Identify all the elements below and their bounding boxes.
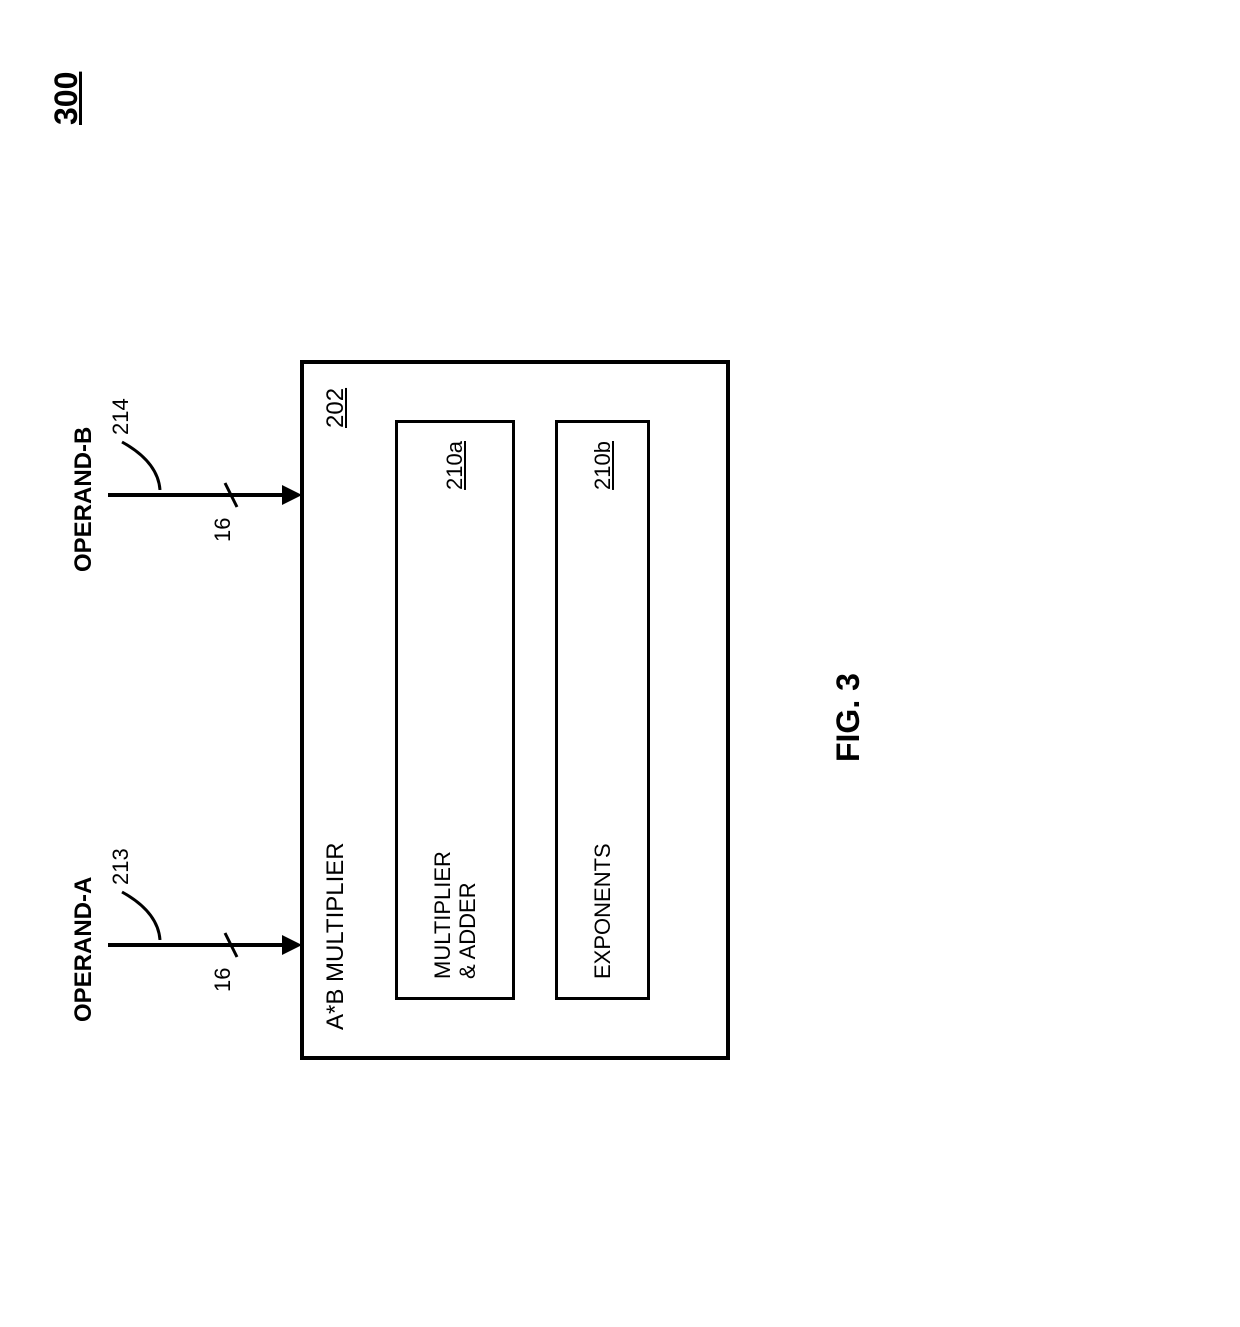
diagram-canvas: 300 OPERAND-A 213 16 OPERAND-B 214 16 A*… — [0, 0, 1240, 1240]
operand-a-bus-width: 16 — [210, 968, 236, 992]
operand-b-bus-width: 16 — [210, 518, 236, 542]
operand-b-tick — [222, 480, 240, 510]
operand-b-line-ref: 214 — [108, 398, 134, 435]
exponents-label: EXPONENTS — [590, 843, 615, 979]
operand-a-ref-leader — [118, 880, 168, 940]
operand-b-label: OPERAND-B — [70, 427, 98, 572]
multiplier-adder-label: MULTIPLIER & ADDER — [430, 851, 481, 979]
operand-b-ref-leader — [118, 430, 168, 490]
figure-caption: FIG. 3 — [830, 673, 867, 762]
operand-a-line-ref: 213 — [108, 848, 134, 885]
operand-a-label: OPERAND-A — [70, 877, 98, 1022]
figure-reference: 300 — [48, 72, 85, 125]
exponents-block: EXPONENTS 210b — [555, 420, 650, 1000]
multiplier-adder-block: MULTIPLIER & ADDER 210a — [395, 420, 515, 1000]
operand-a-tick — [222, 930, 240, 960]
multiplier-block-ref: 202 — [322, 388, 350, 428]
multiplier-block-title: A*B MULTIPLIER — [322, 842, 350, 1030]
multiplier-block — [300, 360, 730, 1060]
multiplier-adder-ref: 210a — [442, 441, 468, 490]
exponents-ref: 210b — [590, 441, 616, 490]
